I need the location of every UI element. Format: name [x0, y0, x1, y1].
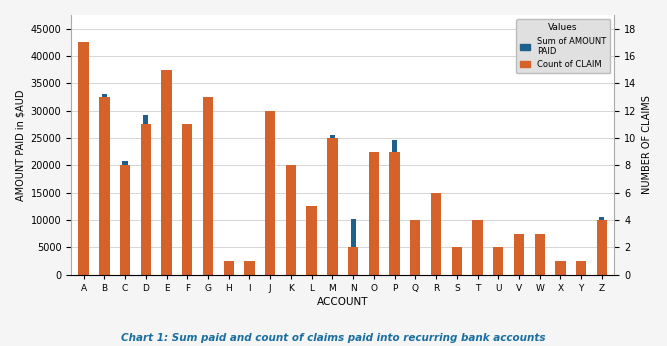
Bar: [452, 247, 462, 275]
Bar: [203, 97, 213, 275]
Bar: [410, 220, 420, 275]
Bar: [161, 70, 171, 275]
Bar: [369, 152, 379, 275]
Bar: [600, 217, 604, 275]
Bar: [99, 97, 109, 275]
Bar: [431, 193, 442, 275]
Bar: [493, 247, 504, 275]
Bar: [390, 152, 400, 275]
Bar: [372, 230, 376, 275]
Bar: [79, 42, 89, 275]
Bar: [597, 220, 607, 275]
Bar: [351, 219, 356, 275]
Bar: [514, 234, 524, 275]
Bar: [348, 247, 358, 275]
Legend: Sum of AMOUNT
PAID, Count of CLAIM: Sum of AMOUNT PAID, Count of CLAIM: [516, 19, 610, 73]
Y-axis label: AMOUNT PAID in $AUD: AMOUNT PAID in $AUD: [15, 89, 25, 201]
Bar: [141, 124, 151, 275]
Bar: [123, 161, 127, 275]
Text: Chart 1: Sum paid and count of claims paid into recurring bank accounts: Chart 1: Sum paid and count of claims pa…: [121, 333, 546, 343]
Bar: [285, 165, 296, 275]
Bar: [472, 220, 483, 275]
Bar: [555, 261, 566, 275]
Bar: [182, 124, 193, 275]
Bar: [102, 94, 107, 275]
Bar: [534, 234, 545, 275]
Bar: [223, 261, 234, 275]
Bar: [392, 139, 397, 275]
Bar: [329, 135, 335, 275]
Bar: [143, 115, 148, 275]
X-axis label: ACCOUNT: ACCOUNT: [317, 297, 368, 307]
Bar: [244, 261, 255, 275]
Bar: [265, 111, 275, 275]
Bar: [576, 261, 586, 275]
Bar: [327, 138, 338, 275]
Bar: [306, 206, 317, 275]
Bar: [185, 236, 190, 275]
Bar: [120, 165, 130, 275]
Y-axis label: NUMBER OF CLAIMS: NUMBER OF CLAIMS: [642, 95, 652, 194]
